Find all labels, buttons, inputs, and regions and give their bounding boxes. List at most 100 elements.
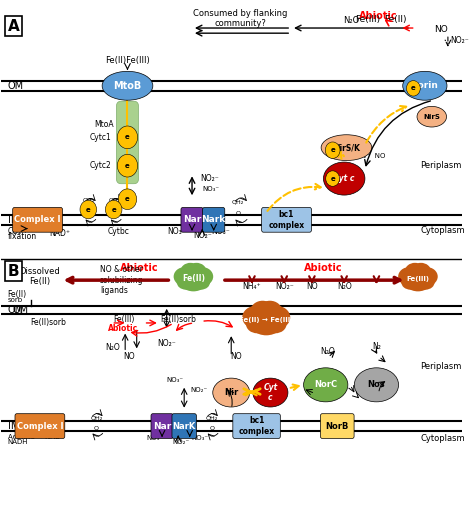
Text: NO₂⁻: NO₂⁻ bbox=[200, 174, 219, 183]
Circle shape bbox=[105, 200, 122, 219]
Text: Cytbc: Cytbc bbox=[107, 227, 129, 236]
Ellipse shape bbox=[417, 275, 435, 290]
Ellipse shape bbox=[405, 263, 425, 279]
FancyBboxPatch shape bbox=[151, 414, 173, 438]
FancyBboxPatch shape bbox=[262, 207, 311, 232]
Text: Fe(II): Fe(II) bbox=[182, 274, 205, 283]
Circle shape bbox=[325, 142, 340, 159]
Text: N₂O: N₂O bbox=[321, 347, 336, 356]
Text: e: e bbox=[86, 206, 91, 212]
Text: NO₂⁻  NO: NO₂⁻ NO bbox=[353, 153, 386, 159]
Text: MtoB: MtoB bbox=[113, 81, 142, 91]
Text: QH₂: QH₂ bbox=[109, 198, 121, 203]
Text: NO₂⁻: NO₂⁻ bbox=[191, 387, 208, 393]
Ellipse shape bbox=[102, 71, 153, 100]
Text: Dissolved
Fe(II): Dissolved Fe(II) bbox=[19, 267, 60, 286]
Text: e: e bbox=[125, 163, 130, 169]
Text: Periplasm: Periplasm bbox=[420, 362, 462, 371]
Text: NADH: NADH bbox=[8, 439, 28, 445]
Text: A: A bbox=[8, 19, 19, 34]
Text: NO: NO bbox=[230, 352, 242, 361]
Circle shape bbox=[80, 200, 97, 219]
Text: OM: OM bbox=[8, 81, 24, 91]
Text: NO₃⁻: NO₃⁻ bbox=[211, 227, 230, 236]
Text: OM: OM bbox=[8, 305, 24, 315]
Text: NO₂⁻: NO₂⁻ bbox=[450, 36, 469, 45]
Text: Q: Q bbox=[87, 212, 91, 217]
Ellipse shape bbox=[411, 263, 431, 279]
Text: bc1
complex: bc1 complex bbox=[268, 210, 305, 230]
Ellipse shape bbox=[246, 315, 268, 333]
Ellipse shape bbox=[355, 368, 399, 402]
Text: NO₃⁻: NO₃⁻ bbox=[167, 227, 186, 236]
Text: Fe(III): Fe(III) bbox=[406, 276, 429, 282]
Ellipse shape bbox=[304, 368, 348, 402]
Circle shape bbox=[118, 126, 137, 149]
Text: NorC: NorC bbox=[314, 381, 337, 389]
Text: NO₂⁻: NO₂⁻ bbox=[193, 232, 211, 240]
FancyBboxPatch shape bbox=[202, 207, 225, 232]
Text: QH₂: QH₂ bbox=[91, 416, 103, 421]
Text: e: e bbox=[111, 206, 116, 212]
Ellipse shape bbox=[191, 267, 213, 286]
Ellipse shape bbox=[321, 135, 372, 161]
Ellipse shape bbox=[192, 275, 210, 290]
Text: QH₂: QH₂ bbox=[83, 198, 95, 203]
Ellipse shape bbox=[417, 107, 447, 127]
Text: NO₃⁻: NO₃⁻ bbox=[191, 435, 209, 441]
Text: NO₂⁻: NO₂⁻ bbox=[172, 439, 189, 445]
Text: NO & other
solubilizing
ligands: NO & other solubilizing ligands bbox=[100, 265, 143, 295]
Ellipse shape bbox=[187, 263, 206, 279]
Ellipse shape bbox=[403, 266, 433, 292]
Text: Periplasm: Periplasm bbox=[420, 161, 462, 170]
Text: Cytc1: Cytc1 bbox=[90, 133, 111, 142]
Text: N₂: N₂ bbox=[372, 342, 381, 351]
Text: Cytoplasm: Cytoplasm bbox=[420, 434, 465, 444]
FancyBboxPatch shape bbox=[181, 207, 203, 232]
Ellipse shape bbox=[263, 306, 290, 329]
Text: NO: NO bbox=[123, 352, 135, 361]
Ellipse shape bbox=[181, 263, 200, 279]
Text: Cytoplasm: Cytoplasm bbox=[420, 225, 465, 235]
Text: bc1
complex: bc1 complex bbox=[238, 416, 274, 436]
Ellipse shape bbox=[177, 275, 195, 290]
Text: Q: Q bbox=[236, 210, 241, 216]
Text: e: e bbox=[125, 134, 130, 140]
Text: MtoA: MtoA bbox=[94, 120, 114, 129]
Text: Q: Q bbox=[112, 212, 118, 217]
Text: Cyt
c: Cyt c bbox=[263, 383, 278, 402]
Ellipse shape bbox=[258, 301, 282, 321]
Text: Cyt c: Cyt c bbox=[334, 174, 355, 183]
Text: CO₂: CO₂ bbox=[8, 226, 22, 236]
Text: NO₃⁻: NO₃⁻ bbox=[146, 435, 164, 441]
Ellipse shape bbox=[264, 315, 287, 333]
Text: N₂O: N₂O bbox=[343, 17, 359, 25]
Text: fixation: fixation bbox=[8, 232, 37, 241]
Circle shape bbox=[118, 155, 137, 177]
Text: B: B bbox=[8, 264, 19, 279]
Text: Consumed by flanking
community?: Consumed by flanking community? bbox=[193, 9, 288, 28]
FancyBboxPatch shape bbox=[117, 101, 138, 184]
Ellipse shape bbox=[242, 306, 270, 329]
Text: NO₂⁻: NO₂⁻ bbox=[157, 339, 176, 348]
Text: Abiotic: Abiotic bbox=[359, 11, 398, 21]
Text: Acetate → NAD⁺: Acetate → NAD⁺ bbox=[8, 434, 64, 440]
Ellipse shape bbox=[251, 301, 274, 321]
Text: Nir: Nir bbox=[224, 388, 238, 397]
Text: Fe(II): Fe(II) bbox=[383, 16, 406, 24]
Text: e: e bbox=[330, 176, 335, 181]
Text: Fe(II)Fe(III): Fe(II)Fe(III) bbox=[105, 56, 150, 65]
Text: N₂O: N₂O bbox=[105, 343, 119, 352]
Text: Fe(II)sorb: Fe(II)sorb bbox=[160, 315, 196, 324]
FancyBboxPatch shape bbox=[172, 414, 196, 438]
Text: sorb: sorb bbox=[8, 297, 23, 303]
Text: e: e bbox=[125, 196, 130, 202]
Circle shape bbox=[406, 81, 420, 96]
Text: Nar: Nar bbox=[183, 215, 201, 224]
Text: Abiotic: Abiotic bbox=[108, 324, 138, 332]
Text: NO: NO bbox=[434, 24, 448, 34]
Text: Complex I: Complex I bbox=[17, 421, 63, 431]
Text: NAD⁺: NAD⁺ bbox=[49, 229, 70, 238]
Text: NO₂⁻: NO₂⁻ bbox=[275, 282, 293, 292]
Text: IM: IM bbox=[8, 215, 19, 225]
